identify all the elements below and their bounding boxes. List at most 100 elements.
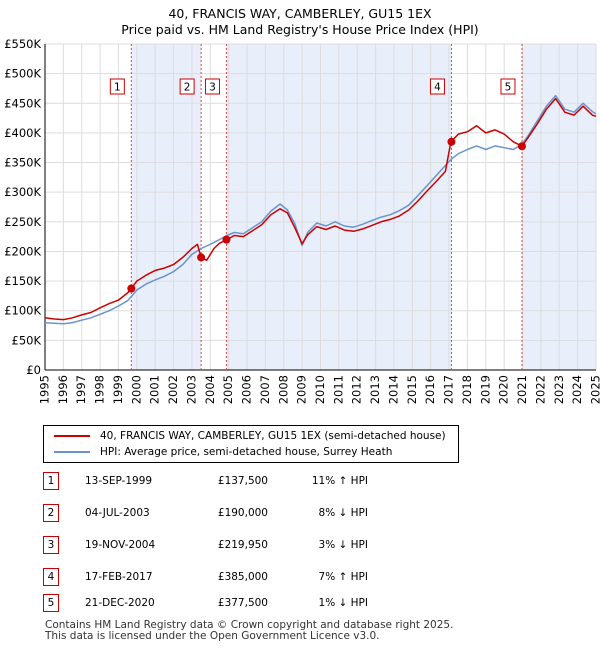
sale-number-box-frame xyxy=(429,78,445,95)
ownership-period-shade xyxy=(131,44,202,370)
hpi-line xyxy=(44,94,597,325)
y-tick-label: £450K xyxy=(4,96,41,110)
transaction-hpi-diff: 8% ↓ HPI xyxy=(318,507,368,519)
legend-item-property: 40, FRANCIS WAY, CAMBERLEY, GU15 1EX (se… xyxy=(54,428,446,444)
transaction-date: 19-NOV-2004 xyxy=(85,539,156,551)
transaction-date: 21-DEC-2020 xyxy=(85,597,155,609)
x-tick-label: 2013 xyxy=(368,375,382,404)
transaction-number-badge: 3 xyxy=(43,536,59,554)
x-tick-label: 2003 xyxy=(184,375,198,404)
x-tick-label: 2004 xyxy=(203,375,217,404)
sale-number-label: 2 xyxy=(184,82,191,94)
x-tick-label: 1998 xyxy=(93,375,107,404)
transaction-price: £137,500 xyxy=(217,475,268,487)
footer-line-2: This data is licensed under the Open Gov… xyxy=(45,630,380,642)
sale-number-box-frame xyxy=(179,78,195,95)
transaction-price: £385,000 xyxy=(217,571,268,583)
transaction-price: £219,950 xyxy=(217,539,268,551)
y-tick-label: £150K xyxy=(4,274,41,288)
footer-line-1: Contains HM Land Registry data © Crown c… xyxy=(45,619,454,631)
transaction-date: 17-FEB-2017 xyxy=(85,571,153,583)
property-price-line xyxy=(44,97,597,321)
x-tick-label: 2011 xyxy=(331,375,345,404)
sale-point xyxy=(127,284,136,293)
x-tick-label: 2002 xyxy=(166,375,180,404)
transaction-date: 04-JUL-2003 xyxy=(85,507,150,519)
sale-number-label: 3 xyxy=(209,82,216,94)
transaction-hpi-diff: 11% ↑ HPI xyxy=(311,475,368,487)
sale-number-box-frame xyxy=(204,78,220,95)
legend-swatch-hpi xyxy=(54,451,90,453)
y-tick-label: £550K xyxy=(4,37,41,51)
x-tick-label: 2008 xyxy=(276,375,290,404)
x-tick-label: 2024 xyxy=(570,375,584,404)
x-tick-label: 1999 xyxy=(111,375,125,404)
transaction-number-badge: 4 xyxy=(43,568,59,586)
x-tick-label: 2010 xyxy=(313,375,327,404)
legend-label-property: 40, FRANCIS WAY, CAMBERLEY, GU15 1EX (se… xyxy=(100,430,446,442)
transaction-hpi-diff: 3% ↓ HPI xyxy=(318,539,368,551)
y-tick-label: £0 xyxy=(26,363,41,377)
sale-number-box: 2 xyxy=(179,78,195,95)
chart-subtitle: Price paid vs. HM Land Registry's House … xyxy=(121,22,479,37)
chart-title: 40, FRANCIS WAY, CAMBERLEY, GU15 1EX xyxy=(168,6,432,21)
table-row: 5 21-DEC-2020 £377,500 1% ↓ HPI xyxy=(43,594,443,612)
legend-label-hpi: HPI: Average price, semi-detached house,… xyxy=(100,446,393,458)
y-tick-label: £100K xyxy=(4,304,41,318)
sale-number-box-frame xyxy=(109,78,125,95)
table-row: 1 13-SEP-1999 £137,500 11% ↑ HPI xyxy=(43,472,443,490)
legend-item-hpi: HPI: Average price, semi-detached house,… xyxy=(54,444,392,460)
transaction-price: £190,000 xyxy=(217,507,268,519)
x-tick-label: 2014 xyxy=(386,375,400,404)
y-tick-label: £300K xyxy=(4,185,41,199)
transaction-date: 13-SEP-1999 xyxy=(85,475,153,487)
y-tick-label: £500K xyxy=(4,67,41,81)
sale-number-box-frame xyxy=(500,78,516,95)
sale-number-box: 5 xyxy=(500,78,516,95)
transaction-hpi-diff: 7% ↑ HPI xyxy=(318,571,368,583)
x-tick-label: 2019 xyxy=(478,375,492,404)
y-tick-label: £200K xyxy=(4,244,41,258)
x-tick-label: 2005 xyxy=(221,375,235,404)
legend: 40, FRANCIS WAY, CAMBERLEY, GU15 1EX (se… xyxy=(43,425,459,463)
x-tick-label: 2025 xyxy=(589,375,600,404)
y-tick-label: £50K xyxy=(12,333,42,347)
sale-number-box: 3 xyxy=(204,78,220,95)
x-tick-label: 2015 xyxy=(405,375,419,404)
x-tick-label: 2009 xyxy=(295,375,309,404)
transaction-number-badge: 5 xyxy=(43,594,59,612)
price-chart: £0 £50K £100K £150K £200K £250K £300K £350K £400… xyxy=(4,37,600,404)
footer-notice: Contains HM Land Registry data © Crown c… xyxy=(45,620,585,642)
table-row: 2 04-JUL-2003 £190,000 8% ↓ HPI xyxy=(43,504,443,522)
x-tick-label: 2000 xyxy=(129,375,143,404)
x-tick-label: 1995 xyxy=(38,375,52,404)
transaction-number-badge: 2 xyxy=(43,504,59,522)
x-tick-label: 1997 xyxy=(74,375,88,404)
transaction-hpi-diff: 1% ↓ HPI xyxy=(318,597,368,609)
transaction-price: £377,500 xyxy=(217,597,268,609)
sale-number-label: 4 xyxy=(434,82,441,94)
sale-number-box: 4 xyxy=(429,78,445,95)
sale-point xyxy=(222,235,231,244)
x-tick-label: 2020 xyxy=(497,375,511,404)
x-tick-label: 2016 xyxy=(423,375,437,404)
x-tick-label: 2012 xyxy=(350,375,364,404)
x-tick-label: 1996 xyxy=(56,375,70,404)
y-tick-label: £250K xyxy=(4,215,41,229)
x-tick-label: 2017 xyxy=(442,375,456,404)
sale-number-label: 1 xyxy=(114,82,121,94)
x-tick-label: 2007 xyxy=(258,375,272,404)
x-tick-label: 2023 xyxy=(552,375,566,404)
sale-point xyxy=(197,253,206,262)
x-tick-label: 2001 xyxy=(148,375,162,404)
x-tick-label: 2018 xyxy=(460,375,474,404)
x-tick-label: 2006 xyxy=(240,375,254,404)
legend-swatch-property xyxy=(54,435,90,437)
table-row: 4 17-FEB-2017 £385,000 7% ↑ HPI xyxy=(43,568,443,586)
y-tick-label: £350K xyxy=(4,156,41,170)
x-tick-label: 2022 xyxy=(533,375,547,404)
sale-number-box: 1 xyxy=(109,78,125,95)
table-row: 3 19-NOV-2004 £219,950 3% ↓ HPI xyxy=(43,536,443,554)
sale-point xyxy=(447,137,456,146)
y-tick-label: £400K xyxy=(4,126,41,140)
